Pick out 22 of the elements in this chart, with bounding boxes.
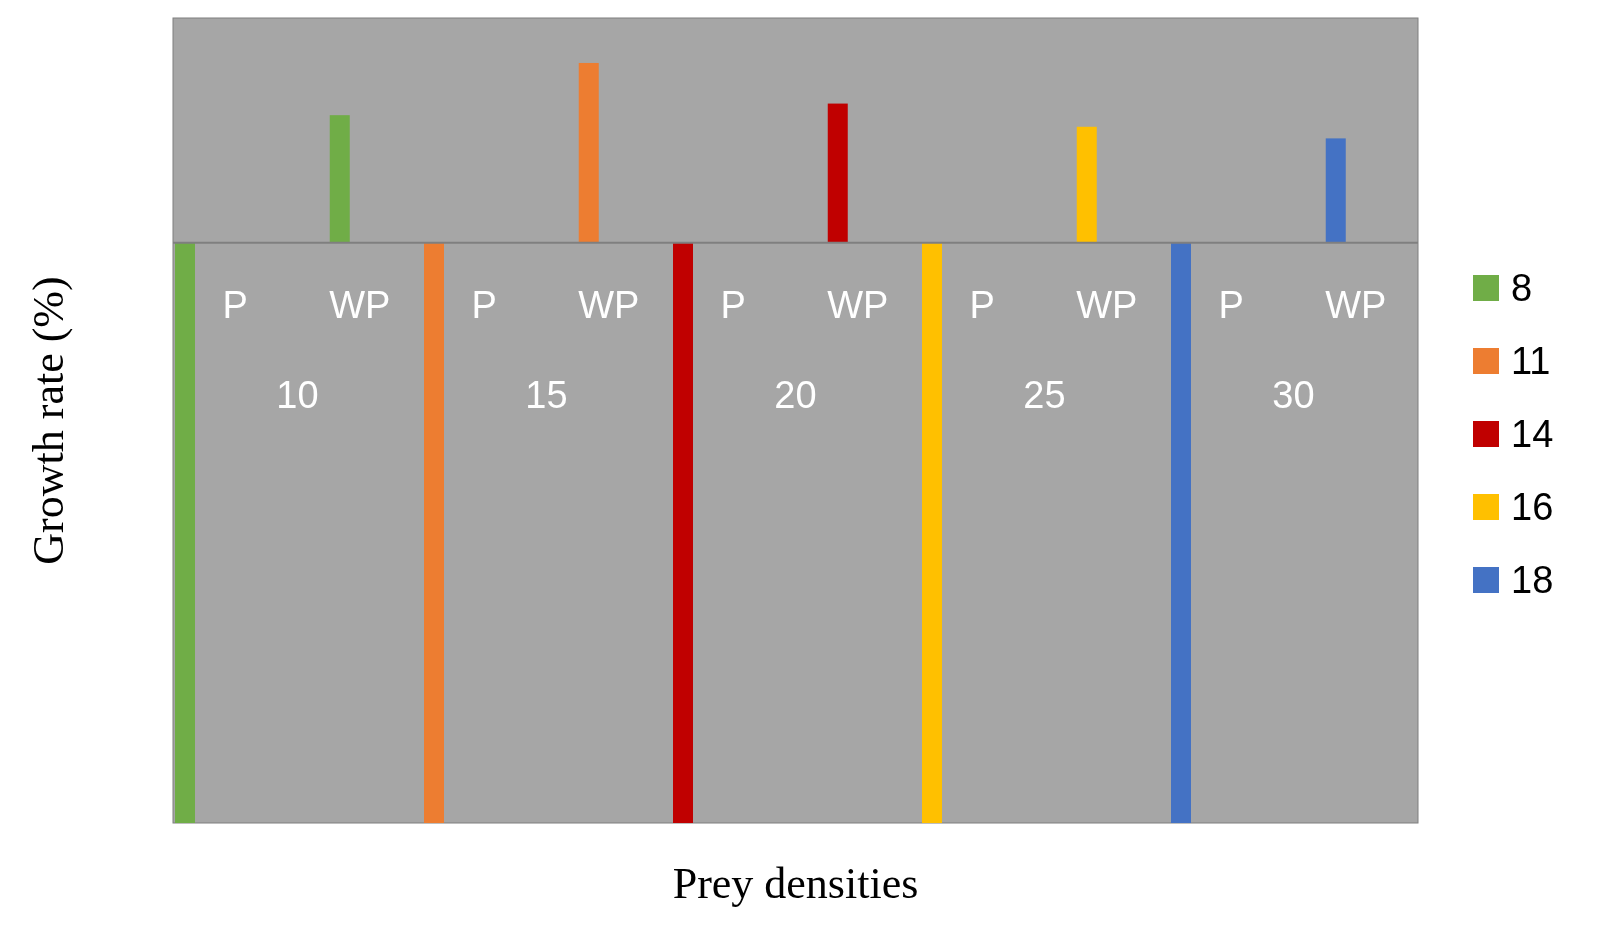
annotation: 15	[525, 373, 568, 416]
x-axis-title: Prey densities	[672, 859, 919, 908]
x-tick-label: P	[1218, 283, 1244, 326]
y-axis-title: Growth rate (%)	[24, 276, 73, 565]
x-tick-label: WP	[329, 283, 391, 326]
annotation: 10	[276, 373, 319, 416]
x-tick-label: WP	[827, 283, 889, 326]
x-tick-label: WP	[1076, 283, 1138, 326]
x-tick-label: P	[720, 283, 746, 326]
x-tick-label: P	[969, 283, 995, 326]
x-tick-label: WP	[578, 283, 640, 326]
legend-label: 16	[1511, 486, 1554, 528]
x-tick-label: WP	[1325, 283, 1387, 326]
x-tick-label: P	[222, 283, 248, 326]
legend-label: 14	[1511, 413, 1554, 455]
legend-label: 18	[1511, 559, 1554, 601]
annotation: 25	[1023, 373, 1066, 416]
annotation: 20	[774, 373, 817, 416]
legend-label: 8	[1511, 267, 1533, 309]
x-tick-label: P	[471, 283, 497, 326]
annotation: 30	[1272, 373, 1315, 416]
legend-label: 11	[1511, 340, 1551, 382]
